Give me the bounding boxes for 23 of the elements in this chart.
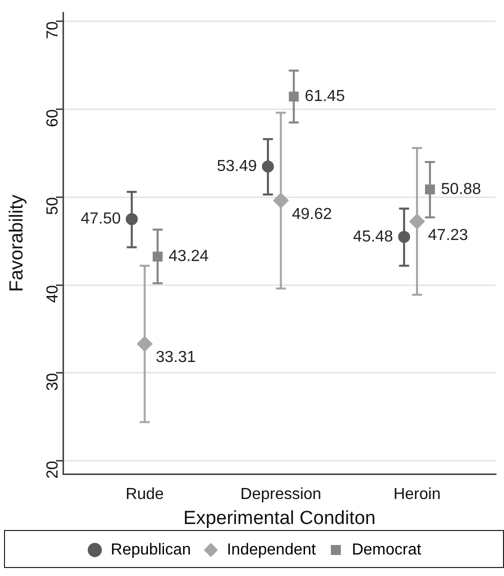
y-tick-label: 70: [44, 21, 62, 40]
y-tick-label: 50: [44, 197, 62, 215]
x-tick-label: Depression: [240, 486, 322, 504]
data-label: 33.31: [156, 349, 196, 366]
data-label: 53.49: [216, 158, 258, 175]
x-tick-label: Heroin: [393, 486, 441, 504]
y-tick-label: 30: [44, 372, 62, 391]
y-tick-label: 40: [44, 284, 62, 303]
data-label: 50.88: [440, 180, 482, 198]
data-label: 43.24: [168, 248, 209, 265]
data-label: 49.62: [292, 206, 332, 223]
y-tick-label: 20: [44, 460, 62, 479]
y-axis-title: Favorability: [6, 194, 28, 292]
legend-label: Republican: [110, 541, 191, 558]
x-tick-label: Rude: [126, 486, 164, 504]
data-label: 47.23: [428, 226, 468, 244]
data-label: 45.48: [353, 228, 394, 246]
data-label: 61.45: [304, 88, 345, 105]
y-tick-label: 60: [44, 109, 62, 128]
x-axis-title: Experimental Conditon: [183, 508, 376, 529]
legend-label: Democrat: [352, 541, 422, 558]
legend-label: Independent: [226, 541, 316, 558]
data-label: 47.50: [80, 210, 121, 228]
